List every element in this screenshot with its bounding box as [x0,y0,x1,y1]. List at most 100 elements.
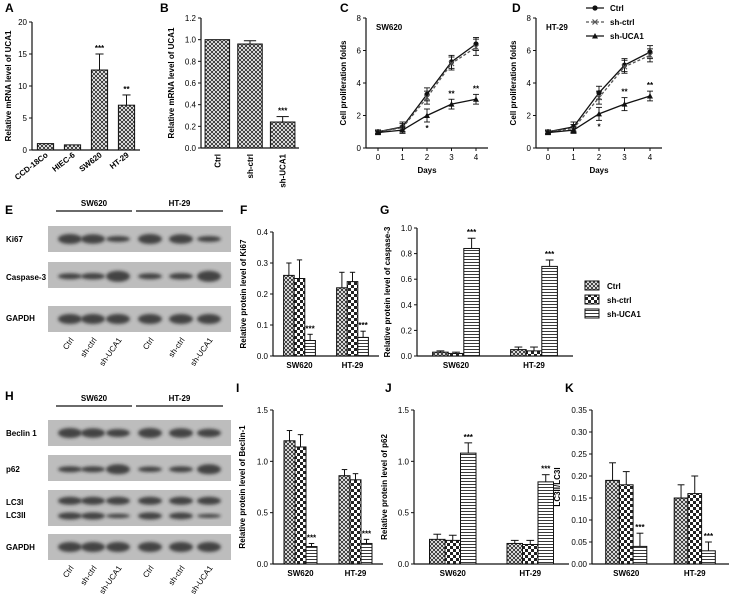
x-tick-label: SW620 [287,569,314,578]
chart-f: 0.0 0.1 0.2 0.3 0.4 Relative protein level of… [239,228,379,370]
y-tick-label: 4 [357,79,362,88]
x-tick-label: 2 [425,153,430,162]
y-tick-label: 0.0 [257,560,269,569]
y-axis-title: Relative mRNA level of UCA1 [4,30,13,141]
protein-band [138,512,162,520]
x-tick-label: 0 [546,153,551,162]
y-tick-label: 1.0 [185,36,197,45]
y-tick-label: 1.5 [257,406,269,415]
legend-lines: Ctrl sh-ctrl sh-UCA1 [586,4,644,41]
x-tick-label: HT-29 [519,569,541,578]
protein-band [169,496,193,505]
bar [63,144,82,151]
y-tick-label: 15 [18,50,27,59]
bar-sh-uca1 [305,546,318,565]
significance-label: *** [545,250,555,259]
significance-label: ** [473,84,480,93]
series-line-sh-ctrl [377,46,477,133]
bar-sh-ctrl [293,278,306,357]
y-tick-label: 0.0 [398,560,410,569]
protein-band [81,273,105,280]
bar [117,104,136,151]
bar-sh-ctrl [522,543,539,565]
bar-ctrl [338,475,351,565]
chart-g: 0.0 0.2 0.4 0.6 0.8 1.0 Relative protein level… [383,224,573,370]
bar-sh-uca1 [701,550,716,565]
x-tick-label: HT-29 [684,569,706,578]
legend-marker [592,5,598,11]
bar-ctrl [605,479,620,565]
significance-label: *** [635,523,645,532]
significance-label: ** [621,88,628,97]
chart-c: 0 2 4 6 8 Cell proliferation folds 0 1 2 3 4 Days SW… [339,14,488,175]
protein-band [169,314,193,324]
y-tick-label: 0.4 [401,301,413,310]
protein-band [106,270,130,282]
significance-label: *** [305,324,315,333]
significance-label: * [597,122,601,131]
marker-sh-ctrl [448,60,455,67]
protein-band [106,429,130,437]
y-tick-label: 0.6 [185,79,197,88]
marker-sh-uca1 [545,129,551,136]
x-tick-label: 2 [597,153,602,162]
blot-lane-label: sh-ctrl [167,336,187,359]
y-tick-label: 8 [527,14,532,23]
protein-band [58,542,82,552]
x-tick-label: 1 [571,153,576,162]
protein-band [58,273,82,280]
marker-sh-uca1 [399,127,406,133]
panel-label-i: I [236,381,239,395]
legend-marker [592,33,598,39]
y-tick-label: 0.6 [401,275,413,284]
bar [237,43,263,149]
chart-i: 0.0 0.5 1.0 1.5 Relative protein level of Be… [238,406,383,578]
panel-title: SW620 [376,23,403,32]
blot-row-label: LC3I [6,498,23,507]
y-tick-label: 0.2 [257,290,269,299]
marker-sh-uca1 [473,96,479,102]
legend-label: Ctrl [610,4,624,13]
protein-band [58,466,82,473]
marker-sh-uca1 [596,110,602,117]
significance-label: *** [307,533,317,542]
y-tick-label: 5 [23,114,28,123]
protein-band [169,273,193,280]
bar-sh-uca1 [304,340,316,357]
x-tick-label: SW620 [286,361,313,370]
protein-band [106,496,130,505]
bar [90,69,109,151]
blot-row-label: Ki67 [6,235,23,244]
significance-label: ** [647,81,654,90]
y-tick-label: 0.0 [185,144,197,153]
blot-row-label: GAPDH [6,314,35,323]
x-tick-label: 1 [400,153,405,162]
x-tick-label: 3 [449,153,454,162]
blot-group-label: SW620 [81,199,108,208]
blot-lane-label: sh-ctrl [167,564,187,587]
panel-label-d: D [512,1,521,15]
x-tick-label: SW620 [443,361,470,370]
bar-sh-uca1 [360,542,373,565]
x-tick-label: CCD-18Co [13,150,50,182]
legend-swatch [584,294,600,305]
bar-sh-uca1 [541,265,558,357]
x-axis-title: Days [417,166,437,175]
protein-band [197,464,221,475]
y-tick-label: 0 [357,144,362,153]
y-tick-label: 0.0 [401,352,413,361]
protein-band [138,466,162,473]
y-tick-label: 2 [357,112,362,121]
protein-band [58,496,82,505]
legend-label: sh-UCA1 [610,32,644,41]
x-tick-label: HT-29 [342,361,364,370]
bar-ctrl [429,538,446,565]
y-tick-label: 0.00 [571,560,587,569]
blot-row-label: GAPDH [6,543,35,552]
x-tick-label: sh-UCA1 [279,153,288,187]
y-tick-label: 1.5 [398,406,410,415]
x-tick-label: HT-29 [523,361,545,370]
protein-band [81,542,105,552]
bar-sh-ctrl [294,446,307,565]
protein-band [138,542,162,552]
